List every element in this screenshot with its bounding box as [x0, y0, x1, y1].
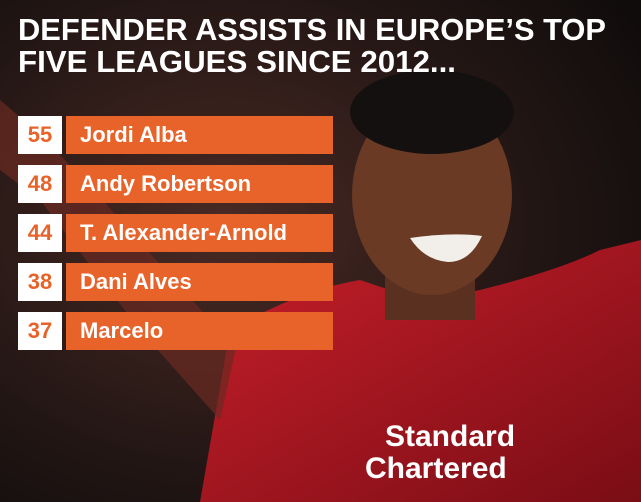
sponsor-line: Standard [385, 420, 515, 453]
ranking-list: 55 Jordi Alba 48 Andy Robertson 44 T. Alexand… [18, 116, 333, 350]
name-bar [66, 165, 333, 203]
name-label: Jordi Alba [80, 122, 188, 147]
sponsor-line: Chartered [365, 452, 507, 485]
name-label: T. Alexander-Arnold [80, 220, 287, 245]
shirt [200, 240, 641, 502]
value-box [18, 263, 62, 301]
name-bar [66, 263, 333, 301]
name-label: Marcelo [80, 318, 163, 343]
value-label: 48 [28, 171, 52, 196]
value-box [18, 312, 62, 350]
value-label: 44 [28, 220, 53, 245]
title-line: DEFENDER ASSISTS IN EUROPE’S TOP [18, 12, 606, 47]
name-bar [66, 116, 333, 154]
title-line: FIVE LEAGUES SINCE 2012... [18, 44, 456, 79]
value-label: 37 [28, 318, 52, 343]
value-label: 38 [28, 269, 52, 294]
name-label: Dani Alves [80, 269, 192, 294]
name-label: Andy Robertson [80, 171, 251, 196]
smile [410, 234, 482, 262]
name-bar [66, 312, 333, 350]
value-label: 55 [28, 122, 52, 147]
name-bar [66, 214, 333, 252]
hair [350, 70, 514, 154]
value-box [18, 214, 62, 252]
value-box [18, 165, 62, 203]
value-box [18, 116, 62, 154]
